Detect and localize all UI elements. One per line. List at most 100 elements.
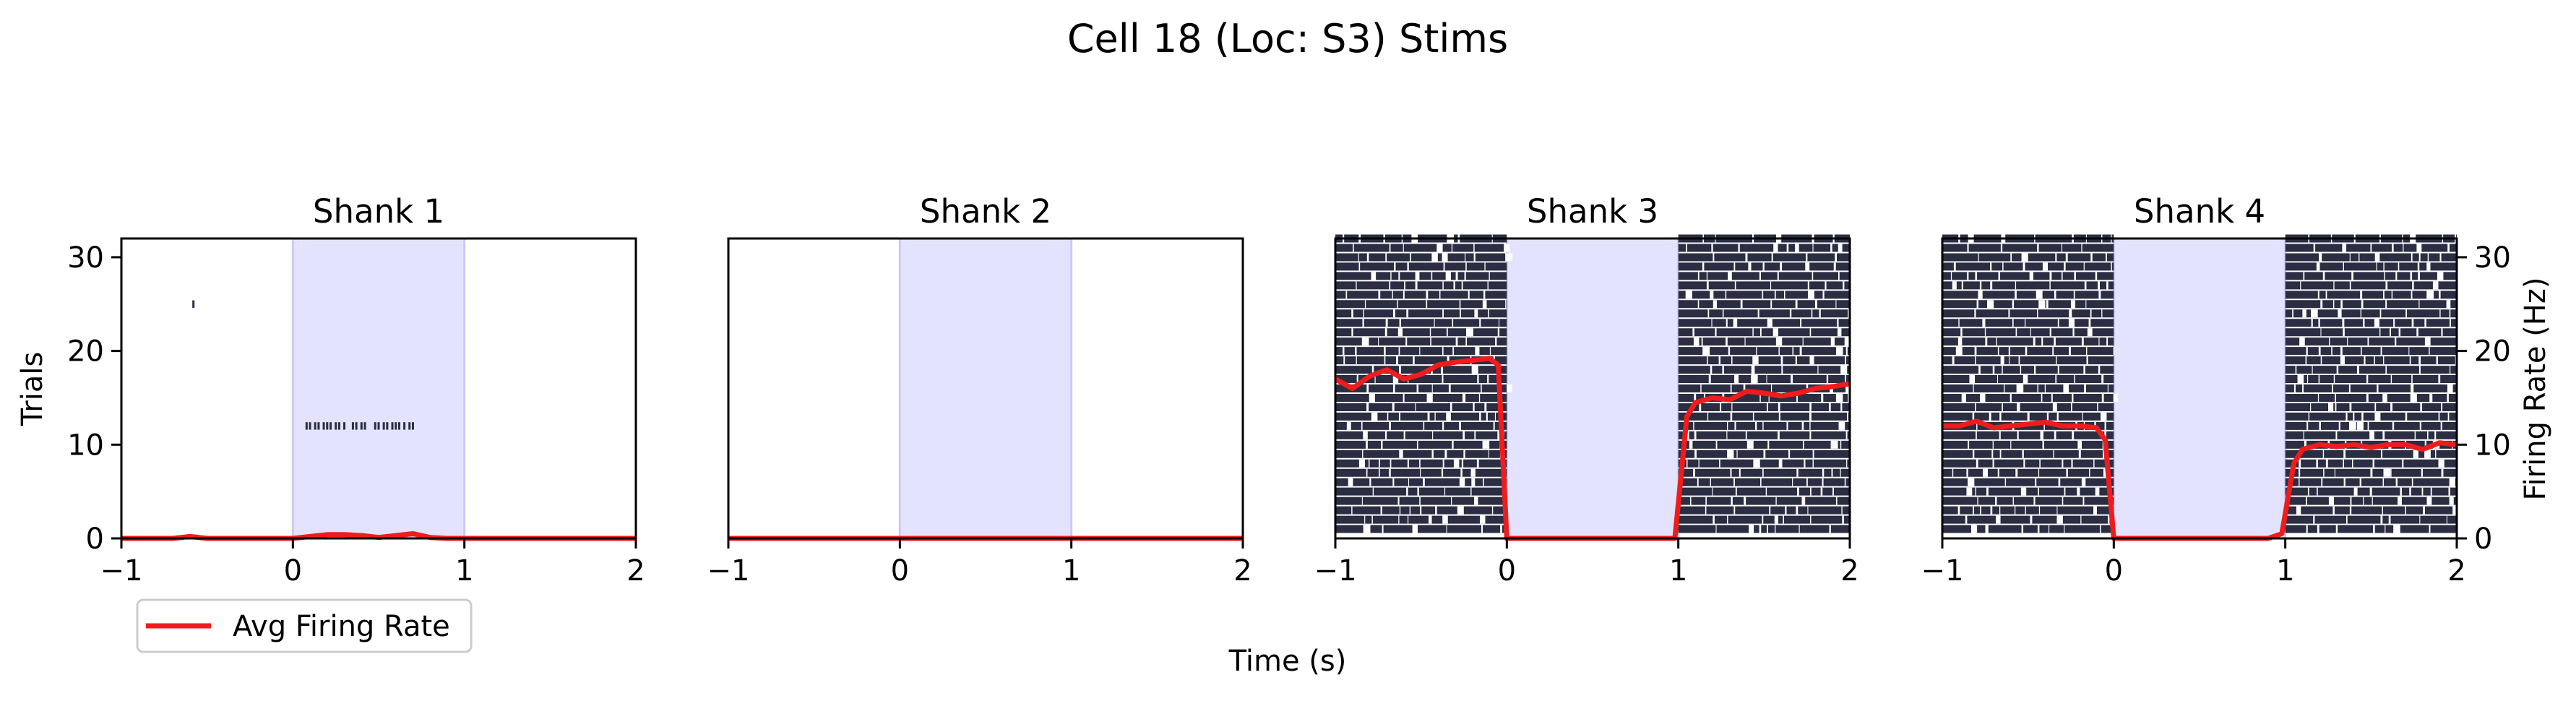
isi-gap bbox=[2416, 328, 2418, 337]
isi-gap bbox=[2317, 393, 2319, 402]
isi-gap bbox=[1387, 412, 1389, 421]
isi-gap bbox=[1491, 506, 1494, 515]
isi-gap bbox=[2040, 431, 2043, 439]
isi-gap bbox=[2374, 253, 2380, 262]
isi-gap bbox=[2360, 291, 2363, 299]
isi-gap bbox=[1966, 468, 1968, 477]
isi-gap bbox=[1757, 309, 1759, 318]
isi-gap bbox=[1443, 262, 1445, 271]
isi-gap bbox=[1705, 506, 1707, 515]
isi-gap bbox=[2411, 384, 2414, 392]
isi-gap bbox=[1686, 244, 1687, 252]
isi-gap bbox=[2382, 393, 2387, 402]
isi-gap bbox=[1796, 506, 1799, 515]
x-tick-label: 1 bbox=[455, 554, 473, 588]
isi-gap bbox=[1397, 496, 1400, 505]
isi-gap bbox=[2382, 431, 2385, 439]
isi-gap bbox=[2056, 412, 2059, 421]
isi-gap bbox=[2056, 506, 2058, 515]
isi-gap bbox=[1700, 384, 1702, 392]
isi-gap bbox=[2438, 375, 2441, 384]
isi-gap bbox=[1426, 300, 1428, 309]
isi-gap bbox=[1777, 272, 1779, 280]
isi-gap bbox=[2390, 375, 2392, 384]
isi-gap bbox=[1812, 272, 1814, 280]
isi-gap bbox=[2064, 262, 2066, 271]
isi-gap bbox=[1752, 356, 1759, 365]
isi-gap bbox=[1403, 393, 1405, 402]
isi-gap bbox=[1711, 244, 1713, 252]
isi-gap bbox=[1483, 291, 1486, 299]
isi-gap bbox=[1412, 525, 1418, 533]
isi-gap bbox=[2340, 300, 2343, 309]
isi-gap bbox=[1967, 272, 1969, 280]
isi-gap bbox=[2033, 337, 2036, 346]
isi-gap bbox=[2328, 403, 2334, 411]
isi-gap bbox=[1378, 291, 1381, 299]
isi-gap bbox=[1431, 384, 1433, 392]
isi-gap bbox=[1753, 459, 1760, 468]
isi-gap bbox=[1952, 356, 1955, 365]
isi-gap bbox=[2058, 478, 2061, 486]
isi-gap bbox=[1978, 291, 1983, 299]
isi-gap bbox=[1976, 300, 1979, 309]
isi-gap bbox=[2068, 319, 2075, 327]
x-tick-label: −1 bbox=[100, 554, 143, 588]
isi-gap bbox=[2441, 468, 2444, 477]
isi-gap bbox=[1727, 450, 1734, 458]
isi-gap bbox=[1405, 337, 1408, 346]
isi-gap bbox=[2439, 253, 2442, 262]
isi-gap bbox=[2332, 506, 2335, 515]
isi-gap bbox=[1990, 281, 1993, 290]
isi-gap bbox=[1449, 403, 1452, 411]
isi-gap bbox=[1972, 412, 1975, 421]
stim-window bbox=[900, 238, 1072, 538]
isi-gap bbox=[2438, 412, 2440, 421]
isi-gap bbox=[1812, 244, 1814, 252]
isi-gap bbox=[1778, 412, 1780, 421]
isi-gap bbox=[2351, 459, 2353, 468]
isi-gap bbox=[1783, 291, 1785, 299]
isi-gap bbox=[2390, 468, 2392, 477]
isi-gap bbox=[2447, 384, 2453, 392]
isi-gap bbox=[1442, 281, 1444, 290]
spike-raster bbox=[1335, 234, 1852, 533]
isi-gap bbox=[1844, 478, 1846, 486]
isi-gap bbox=[2367, 421, 2369, 430]
isi-gap bbox=[1493, 421, 1495, 430]
isi-gap bbox=[1731, 403, 1733, 411]
isi-gap bbox=[2345, 412, 2348, 421]
isi-gap bbox=[2106, 337, 2108, 346]
isi-gap bbox=[1366, 253, 1369, 262]
isi-gap bbox=[1735, 487, 1737, 496]
isi-gap bbox=[2418, 366, 2421, 374]
isi-gap bbox=[2438, 459, 2444, 468]
isi-gap bbox=[1957, 337, 1963, 346]
isi-gap bbox=[2379, 328, 2381, 337]
isi-gap bbox=[1718, 356, 1721, 365]
y2-tick-label: 30 bbox=[2474, 241, 2511, 275]
isi-gap bbox=[1394, 262, 1396, 271]
isi-gap bbox=[2332, 384, 2333, 392]
isi-gap bbox=[1845, 347, 1848, 356]
isi-gap bbox=[2054, 337, 2056, 346]
isi-gap bbox=[2306, 525, 2308, 533]
isi-gap bbox=[1471, 366, 1478, 374]
y-tick-label: 20 bbox=[67, 335, 104, 369]
isi-gap bbox=[1448, 384, 1451, 392]
isi-gap bbox=[1444, 450, 1447, 458]
isi-gap bbox=[1837, 319, 1839, 327]
isi-gap bbox=[1759, 393, 1761, 402]
isi-gap bbox=[1845, 356, 1846, 365]
isi-gap bbox=[1955, 347, 1963, 356]
isi-gap bbox=[2448, 487, 2450, 496]
isi-gap bbox=[1822, 291, 1825, 299]
isi-gap bbox=[1488, 309, 1489, 318]
isi-gap bbox=[1470, 468, 1476, 477]
isi-gap bbox=[1726, 421, 1728, 430]
isi-gap bbox=[1351, 506, 1353, 515]
isi-gap bbox=[1345, 291, 1348, 299]
isi-gap bbox=[1733, 478, 1735, 486]
isi-gap bbox=[2088, 319, 2091, 327]
isi-gap bbox=[2035, 478, 2037, 486]
